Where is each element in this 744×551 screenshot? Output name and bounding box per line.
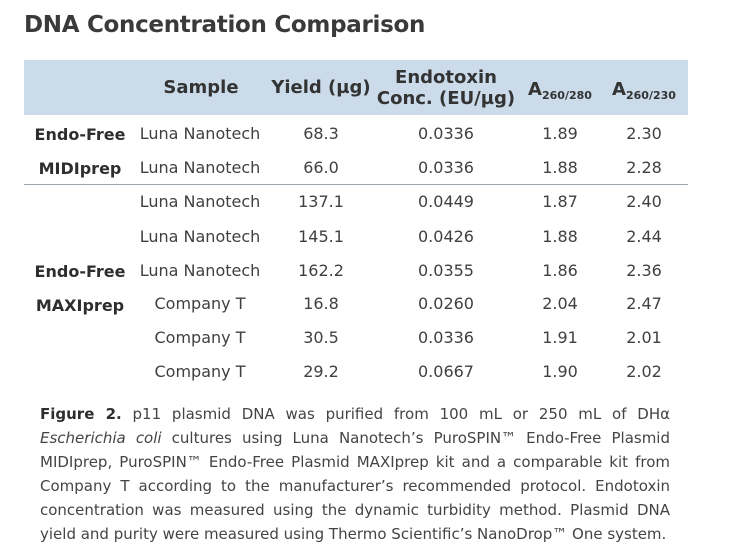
cell-sample: Luna Nanotech [139, 192, 261, 211]
cell-a230: 2.36 [626, 261, 662, 280]
cell-sample: Company T [154, 362, 246, 381]
cell-a280: 1.87 [542, 192, 578, 211]
caption-text-part2: cultures using Luna Nanotech’s PuroSPIN™… [40, 429, 671, 543]
header-a-letter: A [528, 79, 542, 100]
cell-yield: 16.8 [303, 294, 339, 313]
cell-a230: 2.30 [626, 124, 662, 143]
cell-endotoxin: 0.0336 [418, 328, 474, 347]
cell-yield: 162.2 [298, 261, 344, 280]
group-divider [24, 184, 688, 185]
header-a280-subscript: 260/280 [541, 89, 592, 102]
group-label-midiprep: Endo-Free MIDIprep [24, 118, 136, 186]
caption-species: Escherichia coli [40, 429, 162, 447]
header-a-letter: A [612, 79, 626, 100]
cell-a280: 2.04 [542, 294, 578, 313]
cell-sample: Company T [154, 294, 246, 313]
cell-yield: 30.5 [303, 328, 339, 347]
figure-caption: Figure 2. p11 plasmid DNA was purified f… [40, 402, 670, 546]
header-endotoxin: Endotoxin Conc. (EU/µg) [375, 67, 517, 109]
header-yield: Yield (µg) [271, 77, 371, 98]
caption-text-part1: p11 plasmid DNA was purified from 100 mL… [121, 405, 670, 423]
cell-endotoxin: 0.0336 [418, 158, 474, 177]
cell-endotoxin: 0.0667 [418, 362, 474, 381]
cell-endotoxin: 0.0336 [418, 124, 474, 143]
cell-yield: 137.1 [298, 192, 344, 211]
cell-a280: 1.90 [542, 362, 578, 381]
cell-a280: 1.88 [542, 158, 578, 177]
cell-endotoxin: 0.0426 [418, 227, 474, 246]
cell-yield: 66.0 [303, 158, 339, 177]
page-title: DNA Concentration Comparison [24, 12, 426, 38]
cell-a230: 2.44 [626, 227, 662, 246]
group-label-line1: Endo-Free [34, 125, 126, 144]
cell-yield: 145.1 [298, 227, 344, 246]
header-a260-280: A260/280 [522, 79, 598, 102]
group-label-line2: MIDIprep [38, 159, 122, 178]
figure-label: Figure 2. [40, 405, 122, 423]
cell-sample: Luna Nanotech [139, 158, 261, 177]
cell-a280: 1.88 [542, 227, 578, 246]
cell-sample: Luna Nanotech [139, 227, 261, 246]
cell-endotoxin: 0.0355 [418, 261, 474, 280]
cell-a280: 1.89 [542, 124, 578, 143]
header-endotoxin-line2: Conc. (EU/µg) [376, 88, 516, 109]
cell-a230: 2.47 [626, 294, 662, 313]
header-sample: Sample [163, 77, 239, 98]
cell-endotoxin: 0.0260 [418, 294, 474, 313]
cell-a280: 1.86 [542, 261, 578, 280]
cell-sample: Luna Nanotech [139, 261, 261, 280]
cell-yield: 29.2 [303, 362, 339, 381]
cell-a230: 2.01 [626, 328, 662, 347]
group-label-line2: MAXIprep [35, 296, 125, 315]
cell-sample: Luna Nanotech [139, 124, 261, 143]
group-label-line1: Endo-Free [34, 262, 126, 281]
group-label-maxiprep: Endo-Free MAXIprep [24, 255, 136, 323]
cell-a230: 2.02 [626, 362, 662, 381]
cell-a230: 2.28 [626, 158, 662, 177]
cell-a230: 2.40 [626, 192, 662, 211]
cell-endotoxin: 0.0449 [418, 192, 474, 211]
header-endotoxin-line1: Endotoxin [395, 67, 497, 88]
cell-yield: 68.3 [303, 124, 339, 143]
header-a230-subscript: 260/230 [625, 89, 676, 102]
table-header-band [24, 60, 688, 115]
cell-a280: 1.91 [542, 328, 578, 347]
cell-sample: Company T [154, 328, 246, 347]
header-a260-230: A260/230 [606, 79, 682, 102]
